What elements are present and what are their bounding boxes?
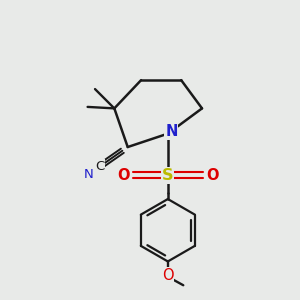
Text: O: O — [206, 168, 219, 183]
Text: N: N — [165, 124, 178, 139]
Text: N: N — [83, 168, 93, 181]
Text: S: S — [162, 168, 174, 183]
Text: O: O — [162, 268, 174, 283]
Text: C: C — [95, 160, 104, 173]
Text: O: O — [117, 168, 130, 183]
